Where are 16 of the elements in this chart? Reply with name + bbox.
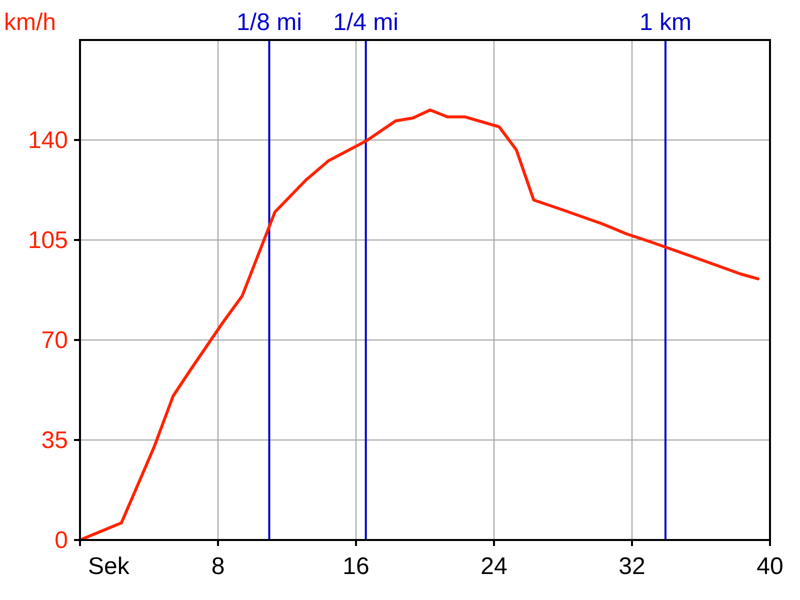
x-tick-label: 32 [618,553,646,580]
line-series [78,108,760,542]
ref-line-label: 1 km [639,9,692,36]
ref-line-label: 1/8 mi [236,9,302,36]
y-tick-label: 35 [41,427,68,454]
x-axis-title: Sek [88,553,130,580]
x-tick-label: 16 [342,553,370,580]
y-axis-title: km/h [4,9,56,36]
x-tick-label: 40 [756,553,784,580]
x-tick-label: 8 [211,553,225,580]
y-tick-label: 0 [54,527,68,554]
y-tick-label: 70 [41,327,68,354]
ref-line-label: 1/4 mi [333,9,399,36]
y-tick-label: 105 [28,227,68,254]
y-tick-label: 140 [28,127,68,154]
x-tick-label: 24 [480,553,508,580]
